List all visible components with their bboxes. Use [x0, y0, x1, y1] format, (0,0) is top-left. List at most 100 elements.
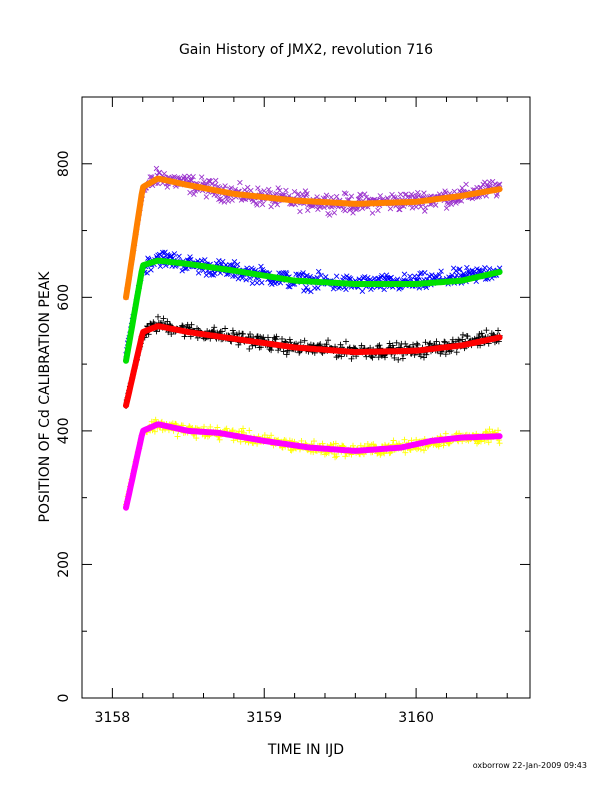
data-point: [182, 265, 189, 272]
data-point: [151, 428, 158, 435]
data-point: [323, 341, 330, 348]
data-point: [247, 275, 253, 281]
data-point: [303, 284, 309, 291]
data-point: [305, 287, 311, 293]
footer-credit: oxborrow 22-Jan-2009 09:43: [473, 761, 587, 770]
data-point: [449, 336, 456, 343]
data-point: [332, 440, 339, 447]
data-point: [356, 196, 362, 202]
data-point: [348, 193, 355, 199]
data-point: [407, 194, 413, 201]
data-point: [459, 331, 466, 338]
data-point: [395, 356, 402, 363]
data-point: [436, 272, 443, 278]
data-point: [342, 207, 348, 214]
data-point: [402, 449, 409, 456]
data-point: [239, 275, 245, 281]
data-point: [221, 199, 228, 205]
data-point: [333, 354, 340, 361]
data-point: [218, 198, 224, 204]
data-point: [236, 330, 243, 337]
data-point: [307, 273, 313, 280]
data-point: [198, 174, 205, 180]
data-point: [438, 268, 444, 274]
data-point: [300, 270, 306, 276]
data-point: [287, 284, 293, 290]
data-point: [496, 440, 503, 447]
data-point: [207, 178, 213, 185]
data-point: [459, 336, 466, 343]
data-point: [212, 270, 218, 277]
data-point: [318, 272, 324, 279]
data-point: [392, 195, 398, 201]
data-point: [337, 341, 344, 348]
data-point: [478, 330, 485, 337]
data-point: [279, 335, 286, 342]
data-point: [171, 174, 178, 180]
data-point: [331, 210, 338, 216]
data-point: [286, 336, 293, 343]
data-point: [249, 280, 256, 287]
data-point: [390, 437, 397, 444]
data-point: [195, 270, 202, 276]
data-point: [166, 253, 172, 259]
data-point: [417, 270, 423, 277]
chart-title: Gain History of JMX2, revolution 716: [179, 42, 433, 58]
y-tick-label: 800: [56, 150, 72, 177]
data-point: [225, 198, 231, 204]
data-point: [179, 268, 185, 274]
data-point: [317, 341, 324, 348]
data-point: [451, 188, 458, 195]
data-point: [283, 187, 289, 194]
data-point: [269, 281, 275, 287]
data-point: [415, 189, 421, 196]
data-point: [418, 203, 424, 210]
data-point: [214, 424, 221, 431]
data-point: [246, 427, 253, 434]
data-point: [304, 272, 310, 279]
data-point: [168, 253, 174, 259]
data-point: [401, 271, 408, 277]
data-point: [243, 277, 249, 283]
data-point: [248, 187, 254, 194]
y-axis-label: POSITION OF Cd CALIBRATION PEAK: [37, 271, 53, 523]
data-point: [222, 183, 228, 189]
data-point: [229, 197, 235, 203]
data-point: [246, 345, 253, 352]
data-point: [422, 339, 429, 346]
data-point: [298, 437, 305, 444]
data-point: [179, 322, 186, 329]
data-point: [390, 194, 397, 200]
data-point: [156, 169, 163, 176]
data-point: [369, 354, 376, 361]
data-point: [440, 442, 447, 449]
data-point: [432, 202, 439, 208]
data-point: [234, 261, 241, 268]
data-point: [268, 203, 274, 210]
data-point: [381, 354, 388, 361]
data-point: [433, 338, 440, 345]
data-point: [153, 165, 160, 172]
data-point: [259, 201, 266, 208]
axes: 3158 3159 3160 0 200 400 600 800: [56, 97, 530, 726]
data-point: [389, 342, 396, 349]
y-tick-label: 0: [56, 694, 72, 703]
data-point: [258, 263, 264, 270]
data-point: [229, 327, 236, 334]
data-point: [302, 188, 309, 194]
data-point: [323, 192, 330, 198]
fit-line-5: [123, 257, 503, 364]
data-point: [342, 338, 349, 345]
data-point: [272, 336, 279, 343]
data-point: [297, 339, 304, 346]
data-point: [457, 266, 463, 272]
data-point: [391, 354, 398, 361]
data-point: [280, 348, 287, 355]
data-point: [404, 194, 411, 200]
data-point: [181, 333, 188, 340]
data-point: [326, 212, 333, 218]
data-point: [268, 347, 275, 354]
data-point: [422, 270, 428, 276]
data-point: [156, 251, 163, 258]
data-point: [369, 210, 376, 216]
